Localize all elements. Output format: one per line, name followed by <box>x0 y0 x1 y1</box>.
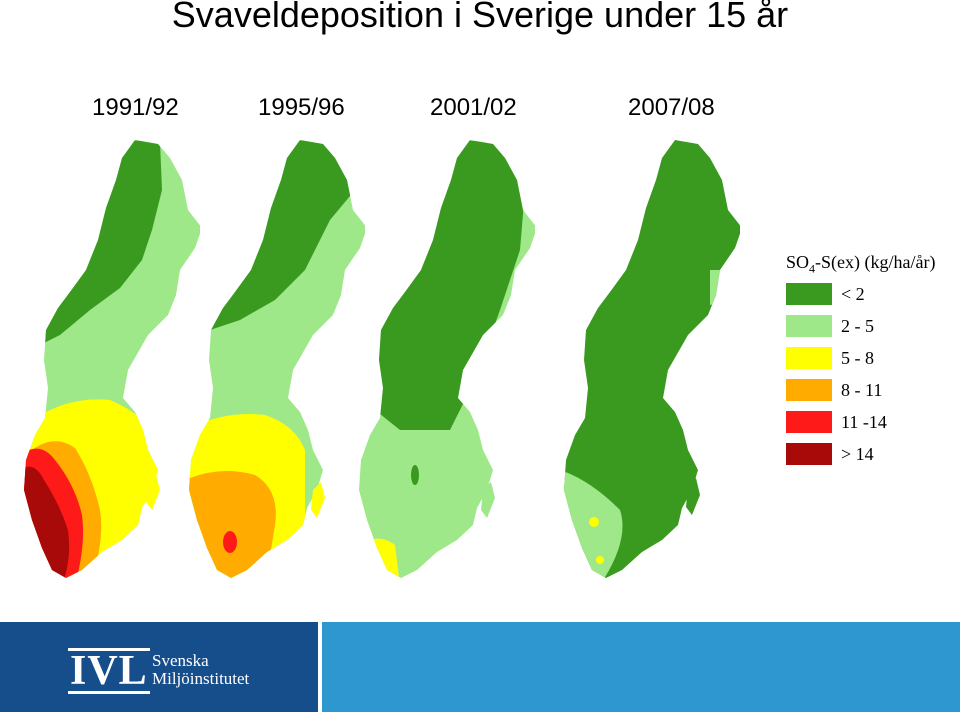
organization-name: Svenska Miljöinstitutet <box>152 652 249 688</box>
sweden-map-2001-02 <box>359 140 535 578</box>
organization-name-line-2: Miljöinstitutet <box>152 669 250 688</box>
legend-label: > 14 <box>841 444 874 464</box>
map-year-label-4: 2007/08 <box>628 94 715 121</box>
legend-swatch <box>786 379 832 401</box>
footer-logo-panel: IVL Svenska Miljöinstitutet <box>0 622 318 712</box>
map-year-label-1: 1991/92 <box>92 94 179 121</box>
map-year-label-3: 2001/02 <box>430 94 517 121</box>
legend-label: 11 -14 <box>841 412 887 432</box>
legend-swatch <box>786 411 832 433</box>
footer: IVL Svenska Miljöinstitutet <box>0 622 960 712</box>
legend-label: < 2 <box>841 284 865 304</box>
legend-label: 5 - 8 <box>841 348 874 368</box>
legend-swatch <box>786 315 832 337</box>
legend: SO4-S(ex) (kg/ha/år) < 2 2 - 5 5 - 8 8 -… <box>784 250 960 470</box>
footer-bar <box>322 622 960 712</box>
page-title: Svaveldeposition i Sverige under 15 år <box>171 0 789 35</box>
legend-title: SO4-S(ex) (kg/ha/år) <box>786 252 936 276</box>
legend-label: 2 - 5 <box>841 316 874 336</box>
sweden-map-2007-08 <box>564 140 740 578</box>
sweden-map-1995-96 <box>189 140 365 578</box>
sweden-map-1991-92 <box>24 140 200 578</box>
ivl-logo: IVL <box>68 648 150 694</box>
organization-name-line-1: Svenska <box>152 651 209 670</box>
legend-swatch <box>786 347 832 369</box>
legend-swatch <box>786 283 832 305</box>
legend-label: 8 - 11 <box>841 380 883 400</box>
map-year-label-2: 1995/96 <box>258 94 345 121</box>
legend-swatch <box>786 443 832 465</box>
